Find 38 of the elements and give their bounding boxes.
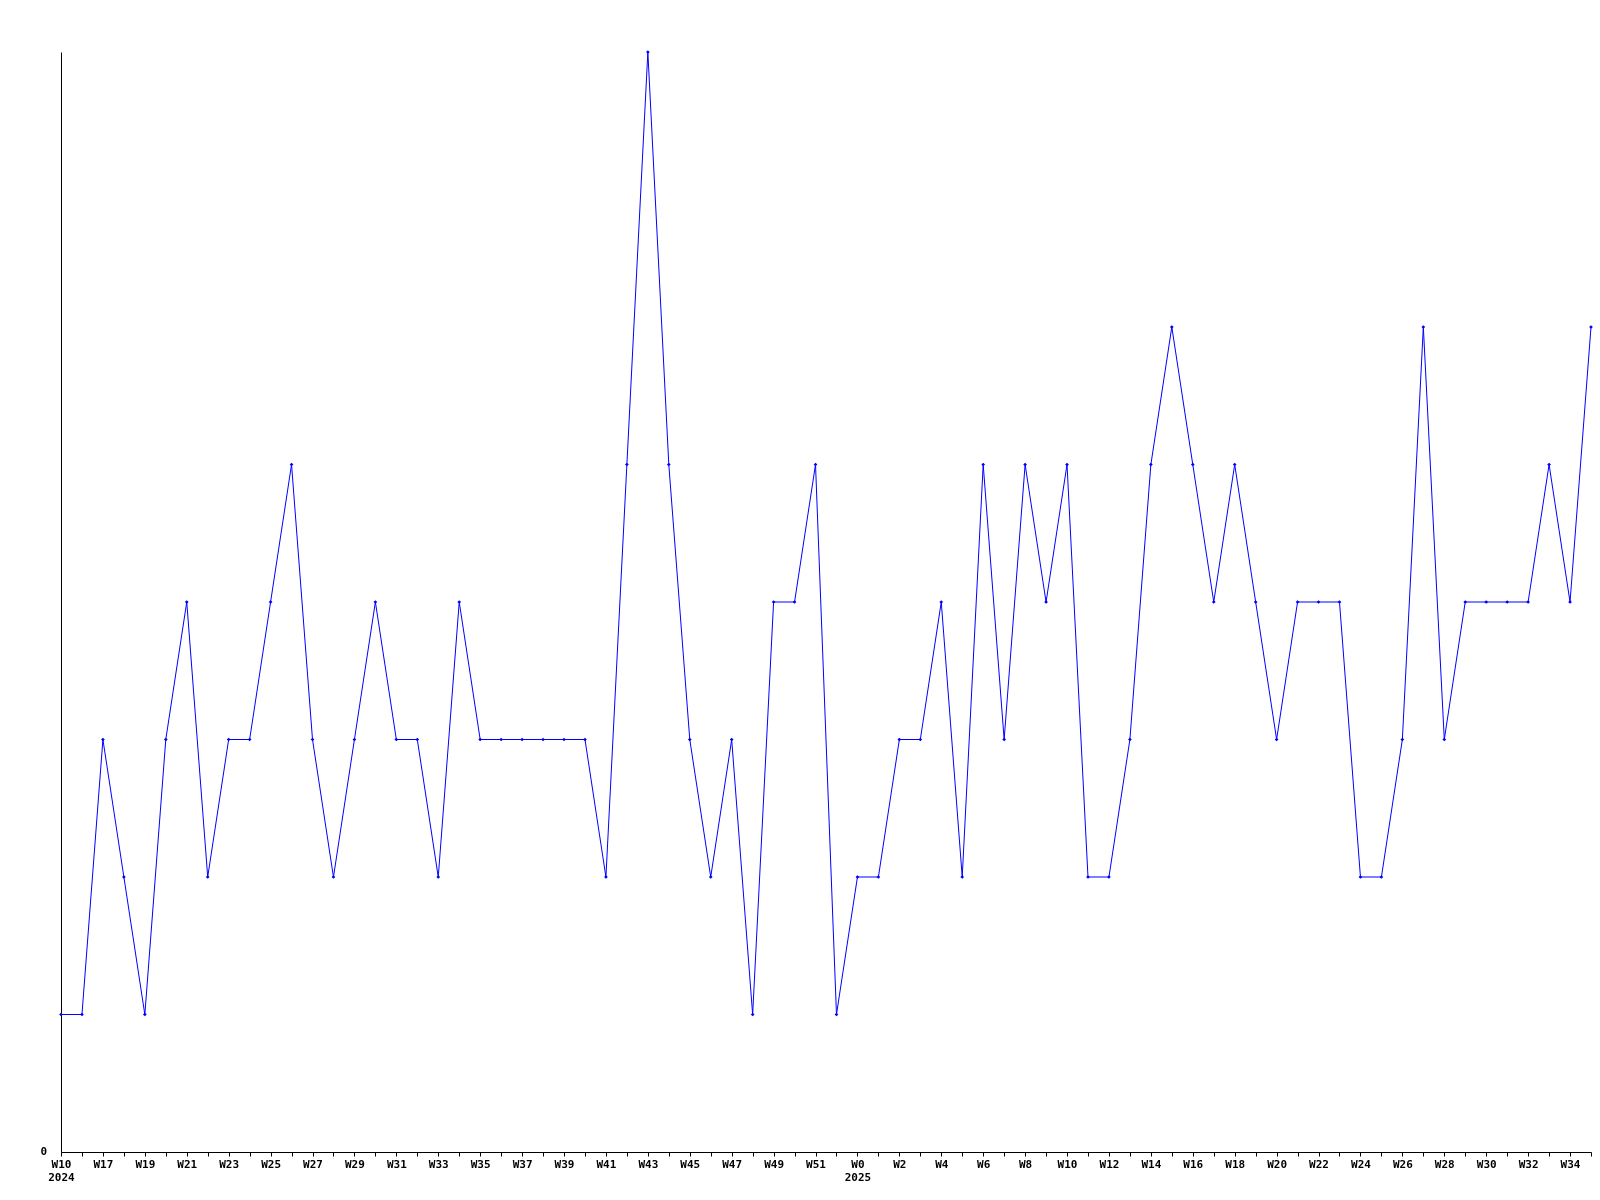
x-tick-label: W34 — [1560, 1157, 1581, 1171]
x-tick-label: W17 — [93, 1157, 114, 1171]
x-tick-label: W22 — [1309, 1157, 1329, 1171]
x-tick-label: W31 — [386, 1157, 408, 1171]
x-tick-label: W10 2024 — [48, 1157, 76, 1184]
x-tick-label: W2 — [893, 1157, 907, 1171]
x-tick-label: W18 — [1225, 1157, 1246, 1171]
x-tick-label: W41 — [596, 1157, 617, 1171]
x-tick-label: W35 — [470, 1157, 491, 1171]
x-tick-label: W20 — [1267, 1157, 1288, 1171]
x-tick-label: W10 — [1057, 1157, 1078, 1171]
x-tick-label: W43 — [638, 1157, 659, 1171]
x-tick-label: W51 — [806, 1157, 827, 1171]
x-tick-label: W45 — [680, 1157, 701, 1171]
x-tick-label: W14 — [1141, 1157, 1162, 1171]
x-tick-label: W19 — [135, 1157, 156, 1171]
x-tick-label: W32 — [1518, 1157, 1539, 1171]
x-tick-label: W26 — [1392, 1157, 1414, 1171]
x-tick-label: W28 — [1434, 1157, 1455, 1171]
x-tick-label: W30 — [1476, 1157, 1497, 1171]
x-tick-label: W27 — [303, 1157, 323, 1171]
x-tick-label: W6 — [977, 1157, 991, 1171]
x-tick-label: W0 2025 — [844, 1157, 872, 1184]
x-tick-label: W23 — [219, 1157, 240, 1171]
x-tick-label: W8 — [1018, 1157, 1033, 1171]
x-tick-label: W49 — [764, 1157, 785, 1171]
x-tick-label: W16 — [1183, 1157, 1204, 1171]
text: 0 — [40, 1145, 47, 1158]
x-tick-label: W21 — [177, 1157, 198, 1171]
x-tick-label: W29 — [344, 1157, 365, 1171]
x-tick-label: W47 — [722, 1157, 743, 1171]
x-tick-label: W39 — [554, 1157, 575, 1171]
x-tick-label: W33 — [428, 1157, 449, 1171]
x-tick-label: W25 — [261, 1157, 282, 1171]
x-tick-label: W24 — [1351, 1157, 1372, 1171]
x-tick-label: W12 — [1099, 1157, 1120, 1171]
x-tick-label: W37 — [512, 1157, 533, 1171]
x-tick-label: W4 — [935, 1157, 949, 1171]
